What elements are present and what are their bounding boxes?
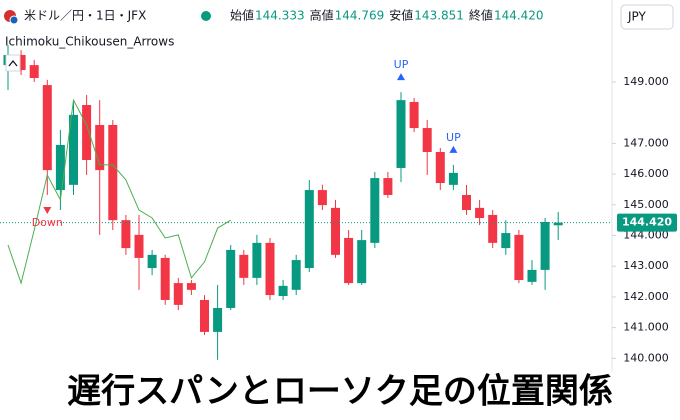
candle-body: [252, 242, 262, 278]
candle-body: [134, 234, 144, 258]
candle-body: [344, 237, 354, 284]
header: 米ドル／円・1日・JFX 始値 144.333 高値 144.769 安値 143.851…: [4, 4, 674, 72]
candle-body: [265, 242, 275, 296]
y-tick-label: 140.000: [623, 351, 669, 364]
last-price-label: 144.420: [622, 216, 672, 229]
ohlc-value: 144.420: [494, 9, 544, 23]
candle-body: [200, 299, 209, 332]
candle-body: [16, 54, 26, 71]
candle-body: [108, 124, 118, 221]
candle-body: [95, 124, 105, 171]
candle-body: [475, 207, 485, 219]
annotation: UP: [394, 58, 409, 71]
candle-body: [42, 85, 52, 171]
candle-body: [291, 260, 301, 290]
candle-body: [186, 283, 196, 290]
candle-body: [82, 105, 92, 160]
up-arrow: [449, 145, 458, 153]
chikou-line: [7, 98, 231, 285]
candle-body: [435, 151, 445, 184]
symbol-logo: [9, 15, 19, 25]
y-tick-label: 144.000: [623, 229, 669, 242]
candle-body: [278, 285, 288, 296]
collapse-icon[interactable]: [8, 59, 18, 67]
y-tick-label: 143.000: [623, 259, 669, 272]
up-arrow: [397, 73, 405, 81]
candle-body: [239, 254, 249, 278]
symbol: 米ドル／円・1日・JFX: [24, 9, 146, 23]
candle-body: [370, 178, 380, 243]
y-tick-label: 149.000: [623, 75, 669, 88]
annotation: UP: [446, 131, 461, 144]
candle-body: [69, 114, 78, 185]
candle-body: [29, 65, 39, 79]
candle-body: [396, 100, 406, 168]
candle-body: [357, 240, 367, 284]
candle-body: [147, 254, 157, 269]
indicator-name: Ichimoku_Chikousen_Arrows: [5, 35, 174, 49]
candle-body: [213, 307, 223, 332]
ohlc-value: 144.333: [255, 9, 305, 23]
down-arrow: [43, 206, 52, 214]
ohlc-label: 高値: [310, 8, 334, 23]
candle-body: [409, 101, 419, 129]
last-price-box: [617, 213, 677, 232]
candle-body: [331, 207, 340, 255]
candle-body: [317, 190, 327, 206]
candle-body: [383, 178, 393, 195]
candle-body: [121, 220, 131, 249]
y-tick-label: 146.000: [623, 167, 669, 180]
candle-body: [514, 234, 524, 281]
candle-body: [304, 190, 314, 269]
candle-body: [462, 194, 471, 211]
candle-body: [540, 221, 550, 270]
caption: 遅行スパンとローソク足の位置関係: [67, 372, 613, 412]
annotation: Down: [32, 216, 63, 229]
ohlc-value: 144.769: [335, 9, 385, 23]
ohlc-label: 終値: [469, 8, 493, 23]
currency[interactable]: JPY: [627, 10, 647, 24]
candle-body: [488, 214, 498, 243]
ohlc-label: 始値: [230, 8, 254, 23]
currency-button[interactable]: [620, 4, 674, 30]
candle-body: [173, 283, 183, 305]
candle-body: [527, 269, 537, 282]
collapse-button[interactable]: [5, 54, 21, 72]
candle-body: [501, 233, 511, 249]
candle-body: [422, 128, 432, 152]
ohlc-value: 143.851: [414, 9, 464, 23]
ohlc-label: 安値: [389, 8, 413, 23]
y-tick-label: 145.000: [623, 198, 669, 211]
y-tick-label: 141.000: [623, 321, 669, 334]
y-tick-label: 147.000: [623, 136, 669, 149]
candle-body: [55, 144, 65, 191]
plot-area: [3, 45, 563, 360]
candle-body: [226, 249, 236, 308]
candle-body: [553, 222, 563, 226]
y-tick-label: 142.000: [623, 290, 669, 303]
status-dot: [201, 11, 211, 21]
candle-body: [448, 172, 458, 185]
ohlc-legend: 始値 144.333 高値 144.769 安値 143.851 終値 144.420: [230, 8, 544, 23]
candle-body: [160, 257, 170, 300]
